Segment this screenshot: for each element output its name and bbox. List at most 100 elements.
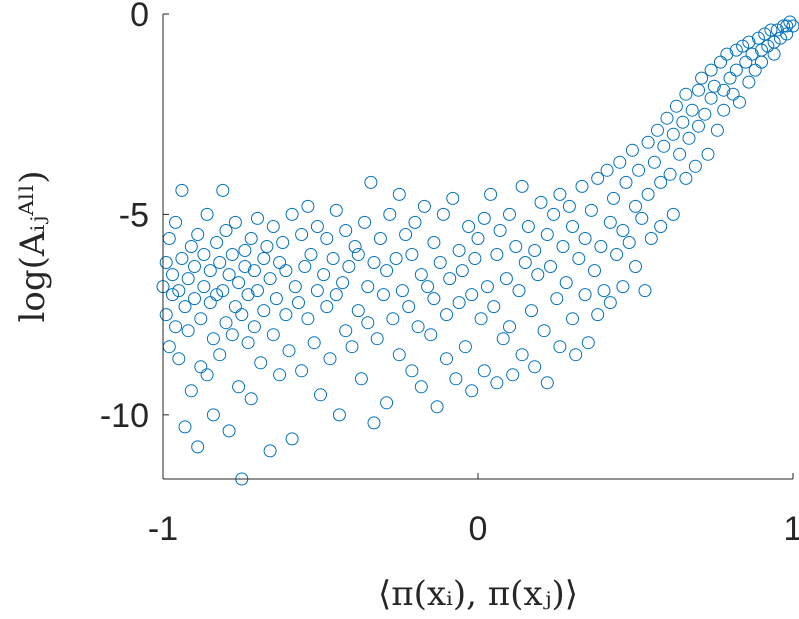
scatter-point xyxy=(578,288,592,302)
scatter-point xyxy=(414,268,428,282)
scatter-point xyxy=(320,232,334,245)
scatter-point xyxy=(540,228,554,241)
scatter-point xyxy=(238,244,252,257)
scatter-point xyxy=(559,276,573,290)
scatter-point xyxy=(714,55,727,69)
scatter-point xyxy=(203,264,217,278)
scatter-point xyxy=(203,296,217,310)
scatter-point xyxy=(405,248,419,261)
scatter-point xyxy=(380,264,394,278)
scatter-point xyxy=(260,240,274,253)
scatter-point xyxy=(247,320,261,334)
scatter-point xyxy=(736,39,750,53)
x-tick-label: 0 xyxy=(469,510,488,548)
scatter-point xyxy=(695,71,709,85)
scatter-point xyxy=(581,336,595,350)
scatter-point xyxy=(477,364,491,378)
scatter-point xyxy=(200,207,214,221)
scatter-point xyxy=(572,252,586,265)
x-tick-label: -1 xyxy=(148,510,178,548)
scatter-point xyxy=(440,308,453,322)
scatter-point xyxy=(607,191,620,205)
scatter-point xyxy=(641,135,655,149)
scatter-point xyxy=(310,220,324,233)
scatter-point xyxy=(777,19,790,33)
scatter-point xyxy=(679,87,693,101)
scatter-point xyxy=(172,284,186,298)
scatter-point xyxy=(298,260,312,273)
scatter-point xyxy=(166,288,179,302)
scatter-point xyxy=(191,440,205,454)
scatter-point xyxy=(184,384,198,398)
scatter-point xyxy=(175,252,189,265)
scatter-point xyxy=(698,107,712,121)
scatter-point xyxy=(569,348,583,362)
scatter-point xyxy=(175,183,189,197)
scatter-point xyxy=(537,324,551,338)
scatter-point xyxy=(773,31,787,45)
scatter-point xyxy=(729,63,743,77)
scatter-point xyxy=(692,83,705,97)
scatter-point xyxy=(295,364,309,378)
scatter-point xyxy=(263,444,277,458)
scatter-point xyxy=(339,224,353,237)
ticks: -1 0 1-10-50 xyxy=(100,0,799,548)
scatter-point xyxy=(228,300,242,314)
scatter-point xyxy=(591,171,605,185)
scatter-point xyxy=(200,368,214,382)
scatter-point xyxy=(351,304,365,318)
scatter-point xyxy=(616,224,630,237)
scatter-point xyxy=(610,248,624,261)
scatter-point xyxy=(342,260,356,273)
scatter-point xyxy=(654,220,668,233)
scatter-point xyxy=(641,187,655,201)
scatter-point xyxy=(162,340,176,354)
scatter-point xyxy=(178,420,192,434)
scatter-point xyxy=(490,376,504,390)
scatter-point xyxy=(723,71,737,85)
scatter-point xyxy=(666,127,680,141)
scatter-point xyxy=(269,292,283,306)
scatter-point xyxy=(616,280,630,294)
scatter-point xyxy=(222,268,236,282)
scatter-point xyxy=(314,388,327,402)
scatter-point xyxy=(232,276,246,290)
scatter-point xyxy=(392,348,406,362)
scatter-point xyxy=(402,300,416,314)
scatter-point xyxy=(660,111,674,125)
scatter-point xyxy=(619,175,633,189)
scatter-point xyxy=(446,191,460,205)
scatter-point xyxy=(503,207,516,221)
scatter-point xyxy=(657,139,671,153)
scatter-point xyxy=(647,155,661,169)
scatter-point xyxy=(408,215,422,229)
scatter-point xyxy=(471,232,485,245)
scatter-point xyxy=(745,47,759,61)
scatter-point xyxy=(720,47,734,61)
scatter-point xyxy=(181,272,195,286)
scatter-point xyxy=(701,147,715,161)
scatter-point xyxy=(761,39,775,53)
scatter-point xyxy=(339,324,353,338)
scatter-point xyxy=(417,199,431,213)
scatter-point xyxy=(682,131,696,145)
scatter-point xyxy=(251,284,264,298)
scatter-point xyxy=(717,83,731,97)
scatter-point xyxy=(566,312,579,326)
scatter-point xyxy=(169,215,183,229)
scatter-point xyxy=(279,264,293,278)
scatter-point xyxy=(159,308,173,322)
y-tick-label: 0 xyxy=(130,0,149,34)
scatter-point xyxy=(575,179,589,193)
scatter-point xyxy=(764,23,778,37)
scatter-point xyxy=(751,31,765,45)
scatter-point xyxy=(673,147,687,161)
scatter-point xyxy=(692,119,705,133)
x-axis-label: ⟨π(xᵢ), π(xⱼ)⟩ xyxy=(378,574,578,614)
scatter-point xyxy=(455,264,469,278)
scatter-point xyxy=(654,175,668,189)
scatter-point xyxy=(767,47,781,61)
scatter-point xyxy=(433,256,447,269)
scatter-point xyxy=(562,199,576,213)
